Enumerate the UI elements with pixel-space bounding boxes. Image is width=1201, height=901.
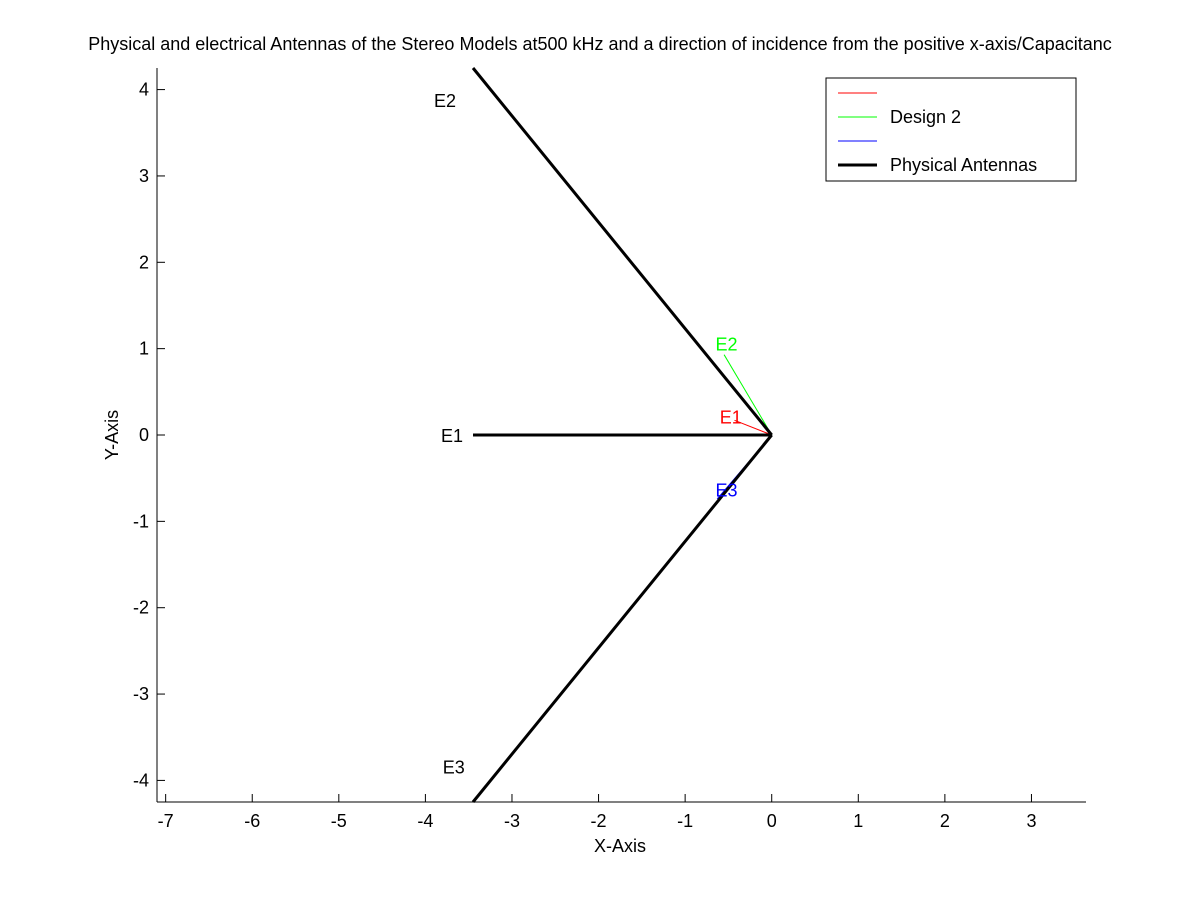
y-ticks: -4 -3 -2 -1 0 1 2 3 4	[133, 80, 165, 790]
x-tick-label: -7	[158, 811, 174, 831]
x-tick-label: 2	[940, 811, 950, 831]
legend: Design 2 Physical Antennas	[825, 77, 1077, 182]
x-tick-label: 0	[767, 811, 777, 831]
series-line	[734, 419, 772, 436]
y-tick-label: -1	[133, 511, 149, 531]
legend-label: Physical Antennas	[890, 155, 1037, 175]
series-line	[471, 67, 773, 436]
y-tick-label: -2	[133, 598, 149, 618]
series-line	[723, 354, 773, 436]
y-axis-label: Y-Axis	[102, 410, 122, 460]
series-line	[471, 434, 773, 803]
y-tick-label: -4	[133, 770, 149, 790]
x-tick-label: 1	[853, 811, 863, 831]
series-group	[471, 67, 773, 803]
annotation-label: E3	[443, 757, 465, 777]
x-tick-label: -3	[504, 811, 520, 831]
annotation-label: E2	[715, 334, 737, 354]
y-tick-label: 4	[139, 80, 149, 100]
x-tick-label: 3	[1026, 811, 1036, 831]
legend-label: Design 2	[890, 107, 961, 127]
annotation-label: E2	[434, 91, 456, 111]
x-tick-label: -2	[591, 811, 607, 831]
annotation-label: E1	[720, 408, 742, 428]
x-tick-label: -1	[677, 811, 693, 831]
x-tick-label: -5	[331, 811, 347, 831]
annotations-group: E2 E1 E3 E2 E1 E3	[434, 91, 742, 778]
annotation-label: E1	[441, 426, 463, 446]
y-tick-label: 3	[139, 166, 149, 186]
annotation-label: E3	[715, 480, 737, 500]
chart-title: Physical and electrical Antennas of the …	[88, 34, 1112, 54]
y-tick-label: 0	[139, 425, 149, 445]
y-tick-label: 2	[139, 252, 149, 272]
x-tick-label: -4	[417, 811, 433, 831]
x-tick-label: -6	[244, 811, 260, 831]
x-ticks: -7 -6 -5 -4 -3 -2 -1 0 1 2 3	[158, 794, 1036, 831]
y-tick-label: -3	[133, 684, 149, 704]
y-tick-label: 1	[139, 339, 149, 359]
x-axis-label: X-Axis	[594, 836, 646, 856]
